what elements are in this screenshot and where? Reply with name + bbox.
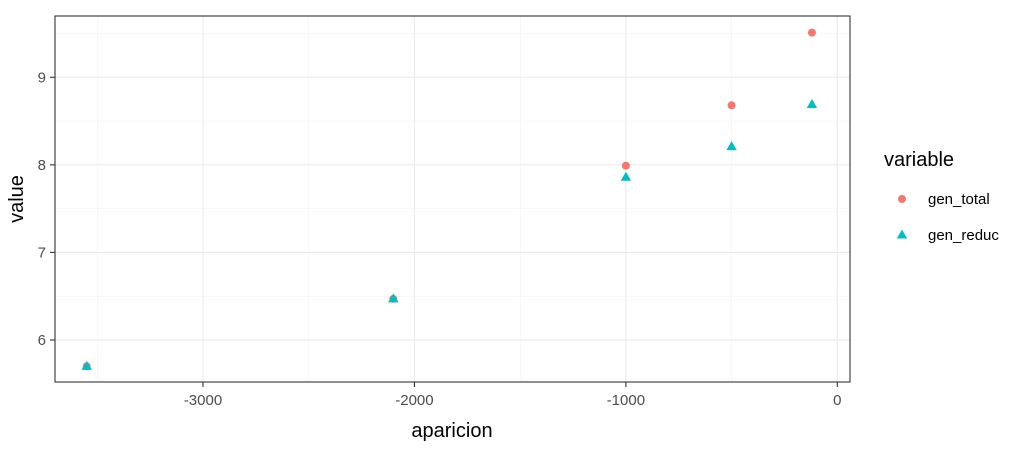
data-point-gen_reduc — [388, 293, 399, 303]
data-points — [81, 28, 818, 371]
y-axis-title: value — [6, 175, 28, 223]
legend-title: variable — [884, 149, 954, 171]
data-point-gen_total — [727, 101, 736, 110]
y-tick-label: 7 — [38, 244, 46, 261]
legend-item-gen-total: gen_total — [898, 191, 990, 208]
data-point-gen_reduc — [81, 360, 92, 370]
major-gridlines — [55, 16, 850, 382]
legend: variable gen_total gen_reduc — [884, 149, 999, 244]
plot-background — [55, 16, 850, 382]
data-point-gen_total — [807, 28, 816, 37]
plot-panel-border — [54, 15, 851, 383]
x-tick-label: -3000 — [184, 392, 222, 409]
y-axis: 6 7 8 9 — [38, 69, 55, 349]
x-axis: -3000 -2000 -1000 0 — [184, 382, 841, 409]
legend-label-gen-reduc: gen_reduc — [928, 227, 999, 244]
legend-key-triangle-icon — [896, 229, 908, 239]
x-tick-label: -1000 — [607, 392, 645, 409]
x-tick-label: 0 — [833, 392, 841, 409]
y-tick-label: 6 — [38, 332, 46, 349]
legend-key-circle-icon — [898, 195, 906, 203]
data-point-gen_reduc — [726, 141, 737, 151]
legend-label-gen-total: gen_total — [928, 191, 990, 208]
y-tick-label: 8 — [38, 157, 46, 174]
data-point-gen_total — [621, 161, 630, 170]
y-tick-label: 9 — [38, 69, 46, 86]
data-point-gen_reduc — [806, 99, 818, 109]
x-axis-title: aparicion — [411, 420, 492, 442]
data-point-gen_reduc — [620, 171, 632, 181]
x-tick-label: -2000 — [395, 392, 433, 409]
legend-item-gen-reduc: gen_reduc — [896, 227, 999, 244]
